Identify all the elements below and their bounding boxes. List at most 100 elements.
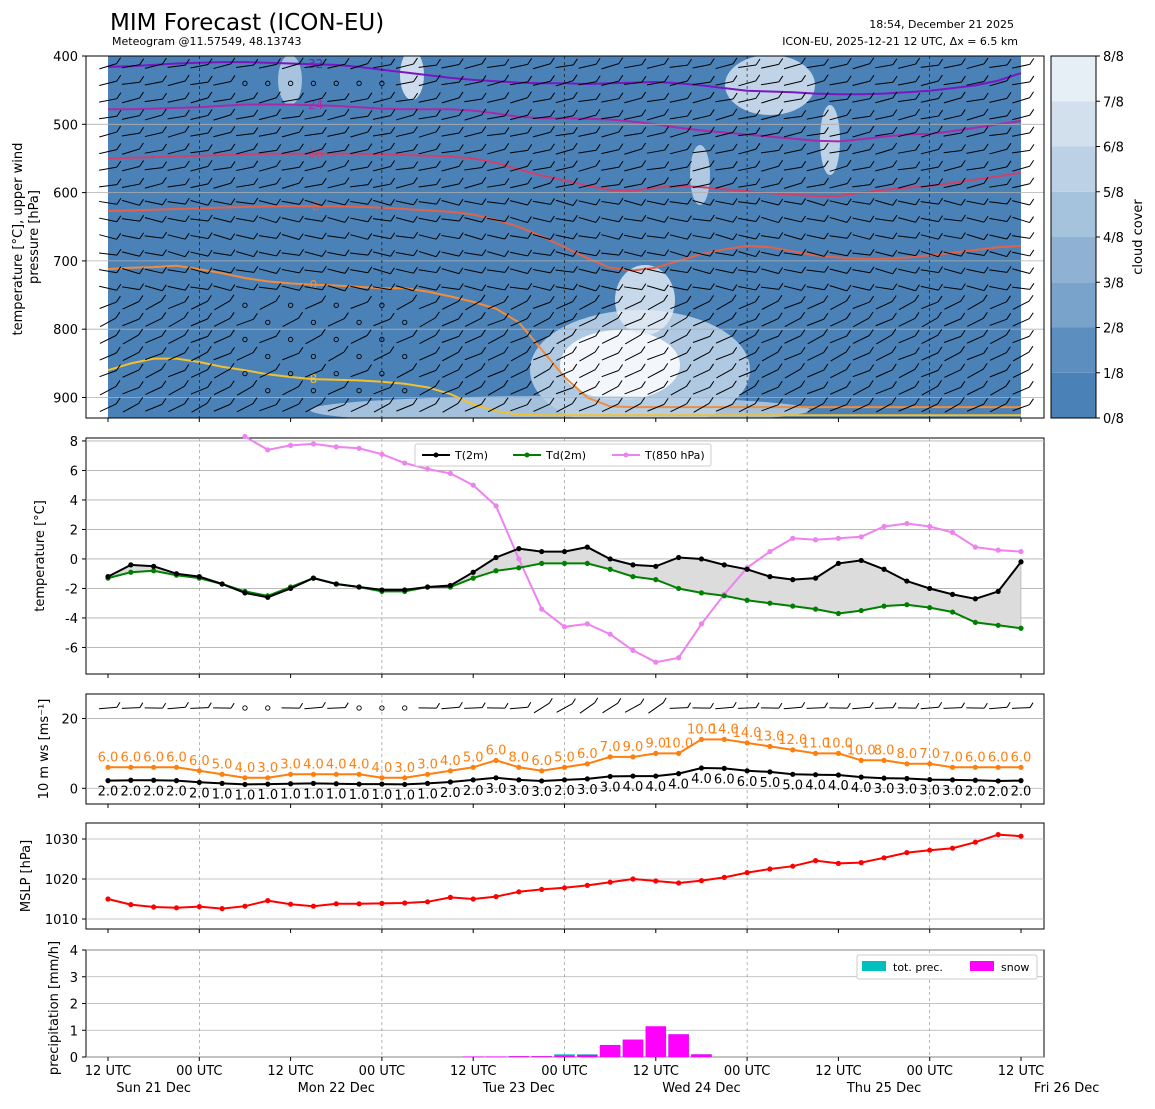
- wind-speed-point: [767, 769, 772, 774]
- wind-speed-value-label: 4.0: [691, 772, 712, 787]
- upper-air-y-label: temperature [°C], upper wind pressure [h…: [11, 139, 42, 336]
- t850-point: [973, 545, 978, 550]
- td2m-point: [813, 607, 818, 612]
- wind-gust-point: [1018, 765, 1023, 770]
- td2m-point: [973, 620, 978, 625]
- wind-speed-point: [539, 778, 544, 783]
- wind-barb-shaft: [122, 708, 140, 709]
- precipitation-legend: tot. prec. snow: [857, 955, 1037, 979]
- wind-gust-point: [402, 775, 407, 780]
- mslp-point: [288, 902, 293, 907]
- wind-speed-value-label: 1.0: [417, 787, 438, 802]
- t2m-point: [790, 577, 795, 582]
- wind-gust-point: [653, 751, 658, 756]
- wind-barb-shaft: [875, 708, 893, 709]
- x-tick-label: 12 UTC: [450, 1064, 496, 1079]
- mslp-point: [493, 894, 498, 899]
- temperature-legend: T(2m) Td(2m) T(850 hPa): [415, 444, 711, 466]
- wind-gust-point: [516, 765, 521, 770]
- t2m-point: [379, 587, 384, 592]
- wind-speed-point: [128, 778, 133, 783]
- snow-bar: [646, 1026, 667, 1057]
- wind-speed-value-label: 1.0: [372, 788, 393, 803]
- t2m-point: [859, 558, 864, 563]
- t850-point: [516, 556, 521, 561]
- colorbar-label: cloud cover: [1131, 199, 1146, 275]
- wind-gust-value-label: 4.0: [303, 757, 324, 772]
- snow-bar: [531, 1056, 552, 1057]
- legend-tot-prec-label: tot. prec.: [893, 961, 943, 974]
- colorbar-tick-label: 3/8: [1103, 276, 1124, 291]
- wind-gust-point: [220, 772, 225, 777]
- t850-point: [493, 503, 498, 508]
- wind-speed-value-label: 3.0: [577, 783, 598, 798]
- t850-point: [859, 534, 864, 539]
- wind-speed-point: [722, 766, 727, 771]
- t850-point: [379, 452, 384, 457]
- wind-speed-value-label: 1.0: [349, 788, 370, 803]
- t2m-point: [265, 595, 270, 600]
- wind-gust-value-label: 6.0: [577, 747, 598, 762]
- legend-td2m-marker: [525, 453, 530, 458]
- mslp-point: [630, 876, 635, 881]
- wind-speed-value-label: 5.0: [782, 778, 803, 793]
- upper-air-y-label-line2: pressure [hPa]: [27, 190, 42, 284]
- wind-gust-value-label: 7.0: [919, 747, 940, 762]
- x-tick-label: 12 UTC: [633, 1064, 679, 1079]
- colorbar-tick-label: 8/8: [1103, 50, 1124, 65]
- mslp-point: [562, 885, 567, 890]
- td2m-point: [493, 568, 498, 573]
- y-tick-label: 0: [70, 1051, 78, 1066]
- wind-speed-value-label: 2.0: [554, 784, 575, 799]
- t2m-point: [471, 570, 476, 575]
- mslp-point: [767, 866, 772, 871]
- wind-speed-value-label: 4.0: [623, 780, 644, 795]
- td2m-point: [471, 576, 476, 581]
- wind-speed-point: [745, 768, 750, 773]
- colorbar-band: [1051, 56, 1096, 101]
- colorbar-band: [1051, 328, 1096, 373]
- wind-gust-point: [676, 751, 681, 756]
- wind-speed-value-label: 1.0: [303, 787, 324, 802]
- wind-gust-point: [128, 765, 133, 770]
- wind-speed-point: [197, 780, 202, 785]
- colorbar-band: [1051, 192, 1096, 237]
- wind-speed-point: [904, 776, 909, 781]
- y-tick-label: 4: [70, 944, 78, 959]
- mslp-point: [448, 895, 453, 900]
- wind-gust-value-label: 4.0: [440, 754, 461, 769]
- legend-tot-prec-swatch: [862, 961, 886, 971]
- t850-point: [790, 536, 795, 541]
- isotherm-label: 0: [310, 278, 318, 292]
- t850-point: [927, 524, 932, 529]
- wind-gust-value-label: 10.0: [664, 736, 693, 751]
- mslp-point: [379, 901, 384, 906]
- mslp-point: [813, 858, 818, 863]
- t850-point: [881, 524, 886, 529]
- wind-gust-value-label: 9.0: [623, 740, 644, 755]
- t2m-point: [402, 587, 407, 592]
- wind-gust-point: [699, 737, 704, 742]
- wind-gust-point: [539, 768, 544, 773]
- wind-speed-value-label: 3.0: [509, 784, 530, 799]
- y-tick-label: 20: [61, 712, 78, 727]
- x-tick-label: 12 UTC: [998, 1064, 1044, 1079]
- wind-speed-point: [927, 777, 932, 782]
- wind-barb-shaft: [807, 708, 825, 709]
- mslp-point: [334, 901, 339, 906]
- t2m-point: [174, 571, 179, 576]
- mslp-point: [881, 855, 886, 860]
- wind-gust-point: [562, 765, 567, 770]
- mslp-point: [927, 848, 932, 853]
- wind-gust-point: [767, 744, 772, 749]
- t2m-point: [493, 555, 498, 560]
- surface-temperature-y-label: temperature [°C]: [33, 500, 48, 612]
- wind-speed-point: [288, 781, 293, 786]
- wind-speed-value-label: 2.0: [166, 785, 187, 800]
- td2m-point: [927, 605, 932, 610]
- wind-gust-value-label: 3.0: [280, 757, 301, 772]
- wind-speed-value-label: 3.0: [897, 783, 918, 798]
- wind-gust-value-label: 3.0: [394, 761, 415, 776]
